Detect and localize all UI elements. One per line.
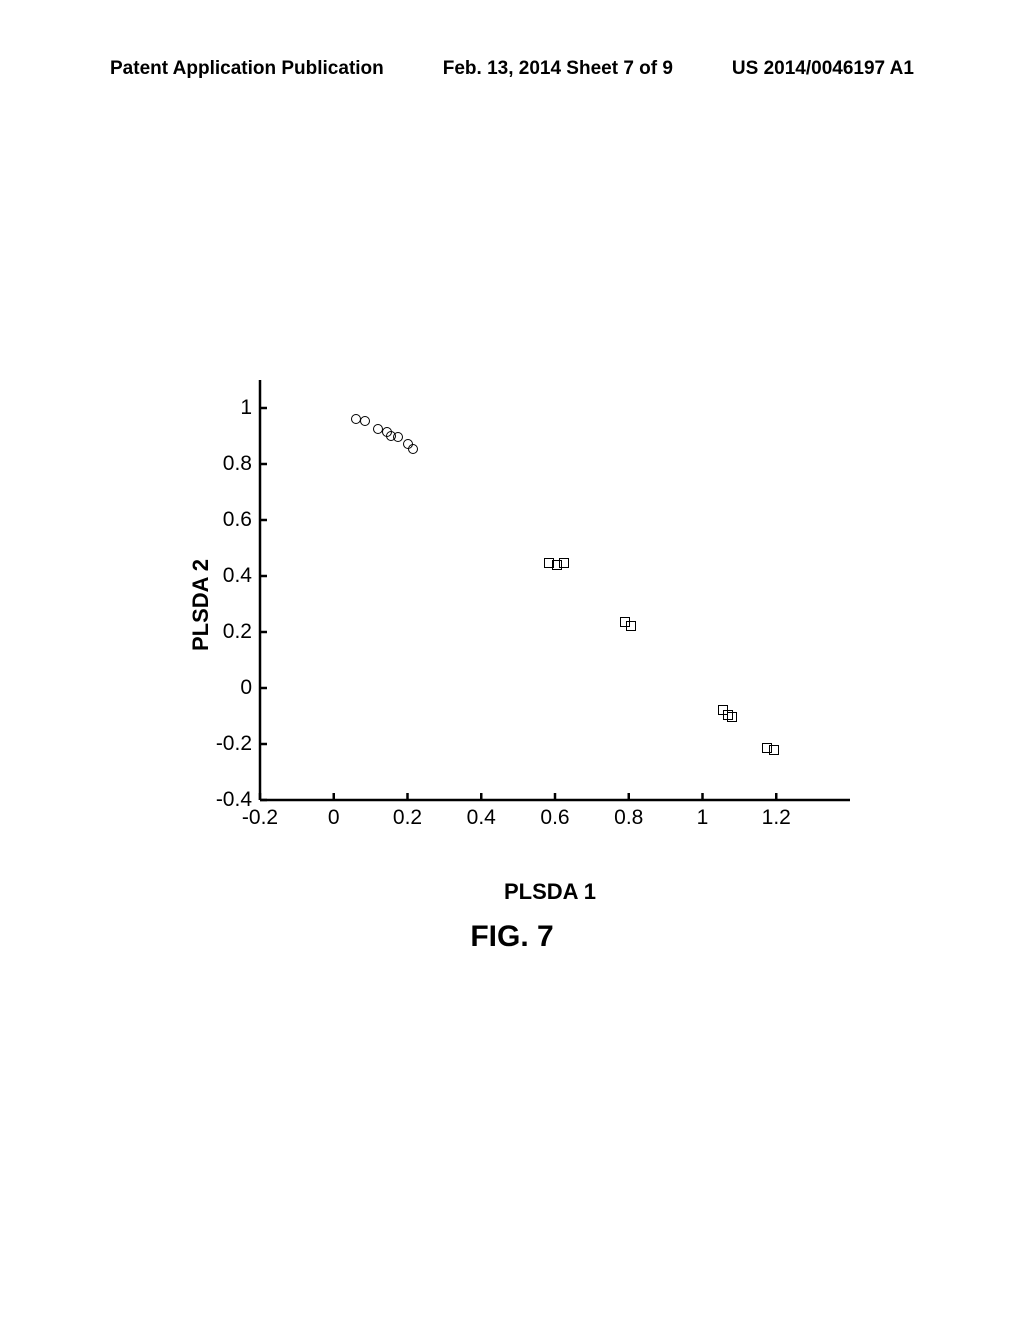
page-container: Patent Application Publication Feb. 13, … <box>0 0 1024 1320</box>
y-axis-label: PLSDA 2 <box>188 559 214 651</box>
marker-square <box>769 745 779 755</box>
marker-circle <box>360 416 370 426</box>
plot-area: -0.4-0.200.20.40.60.81-0.200.20.40.60.81… <box>260 380 850 800</box>
header-left: Patent Application Publication <box>110 58 384 80</box>
xtick-label: 1.2 <box>762 806 791 830</box>
marker-circle <box>408 444 418 454</box>
xtick-label: 1 <box>697 806 709 830</box>
figure-caption: FIG. 7 <box>470 920 553 954</box>
marker-circle <box>393 432 403 442</box>
ytick-label: 0 <box>240 676 252 700</box>
xtick-label: 0.6 <box>540 806 569 830</box>
plot-svg <box>260 380 850 800</box>
ytick-label: 0.6 <box>223 508 252 532</box>
header-right: US 2014/0046197 A1 <box>732 58 914 80</box>
xtick-label: 0 <box>328 806 340 830</box>
xtick-label: 0.4 <box>467 806 496 830</box>
marker-square <box>626 621 636 631</box>
ytick-label: 0.8 <box>223 452 252 476</box>
ytick-label: 0.2 <box>223 620 252 644</box>
xtick-label: 0.2 <box>393 806 422 830</box>
page-header: Patent Application Publication Feb. 13, … <box>0 58 1024 80</box>
marker-square <box>727 712 737 722</box>
plot-wrap: PLSDA 2 PLSDA 1 -0.4-0.200.20.40.60.81-0… <box>200 370 900 840</box>
xtick-label: 0.8 <box>614 806 643 830</box>
ytick-label: 0.4 <box>223 564 252 588</box>
ytick-label: -0.2 <box>216 732 252 756</box>
xtick-label: -0.2 <box>242 806 278 830</box>
header-center: Feb. 13, 2014 Sheet 7 of 9 <box>443 58 673 80</box>
ytick-label: 1 <box>240 396 252 420</box>
marker-square <box>559 558 569 568</box>
x-axis-label: PLSDA 1 <box>504 879 596 905</box>
